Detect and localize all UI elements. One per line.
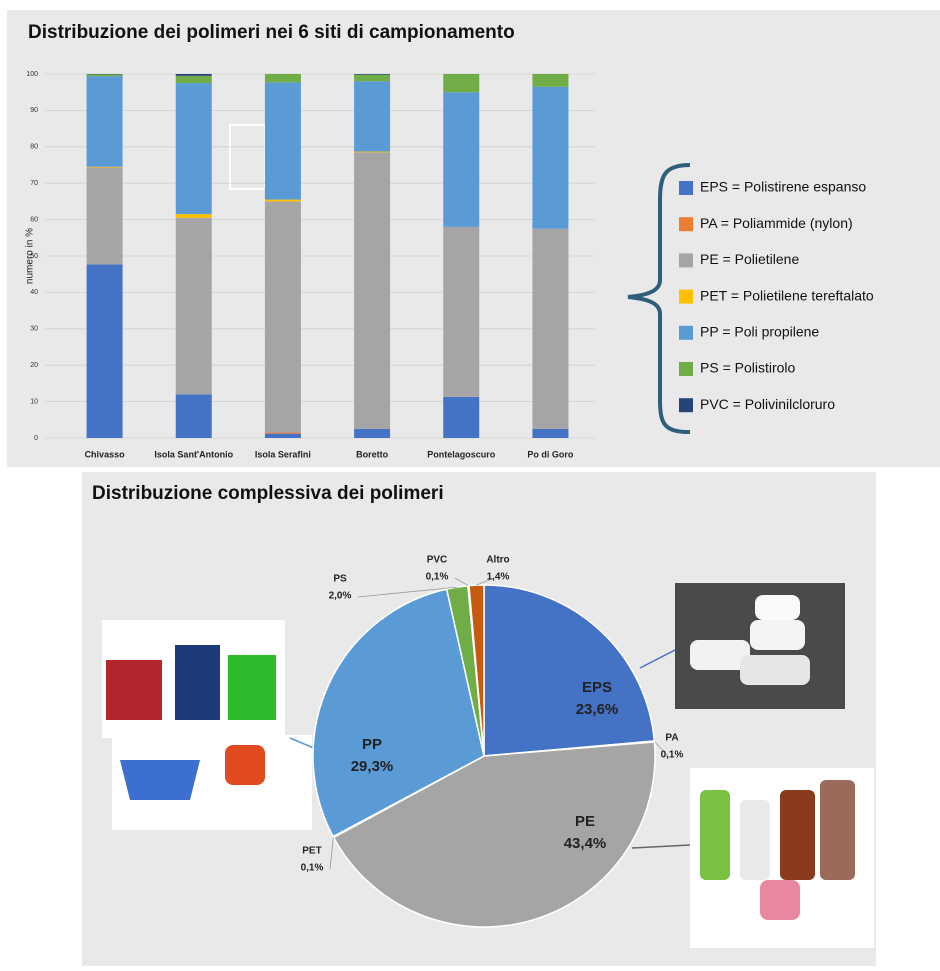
legend-label: PVC = Polivinilcloruro [700, 396, 835, 412]
legend-swatch [679, 398, 693, 412]
slice-name: PP [362, 736, 382, 753]
bar-segment [265, 201, 301, 432]
bar-segment [354, 429, 390, 438]
y-tick-label: 10 [30, 398, 38, 405]
pie-title: Distribuzione complessiva dei polimeri [92, 483, 444, 504]
image-eps [675, 583, 845, 709]
slice-label: 23,6% [576, 701, 619, 718]
slice-name: PVC [427, 555, 448, 566]
slice-label: 2,0% [329, 591, 352, 602]
legend-label: PP = Poli propilene [700, 324, 819, 340]
slice-label: 0,1% [426, 572, 449, 583]
y-tick-label: 60 [30, 216, 38, 223]
bar-segment [176, 394, 212, 438]
slice-name: PET [302, 846, 321, 857]
bar-segment [176, 218, 212, 395]
legend-swatch [679, 326, 693, 340]
bar-segment [87, 74, 123, 76]
bar-segment [176, 76, 212, 83]
bar-segment [87, 76, 123, 167]
y-tick-label: 30 [30, 326, 38, 333]
y-tick-label: 80 [30, 144, 38, 151]
bar-segment [176, 214, 212, 218]
x-tick-label: Boretto [356, 449, 388, 459]
bar-segment [87, 167, 123, 168]
bar-segment [532, 74, 568, 87]
bar-segment [176, 83, 212, 214]
legend-swatch [679, 217, 693, 231]
legend-label: PET = Polietilene tereftalato [700, 287, 874, 303]
bar-segment [354, 74, 390, 75]
bar-segment [265, 434, 301, 438]
bar-segment [265, 200, 301, 202]
bar-segment [354, 75, 390, 82]
bar-segment [532, 229, 568, 429]
image-pp [102, 620, 312, 830]
bar-segment [87, 168, 123, 265]
bar-segment [354, 81, 390, 151]
bar-segment [265, 433, 301, 434]
y-tick-label: 0 [34, 435, 38, 442]
slice-name: PS [333, 574, 347, 585]
bar-segment [443, 74, 479, 92]
legend-swatch [679, 253, 693, 267]
legend-swatch [679, 362, 693, 376]
bar-segment [532, 429, 568, 438]
legend-label: PS = Polistirolo [700, 360, 796, 376]
x-tick-label: Chivasso [85, 449, 126, 459]
bar-segment [443, 92, 479, 227]
image-pe [690, 768, 874, 948]
slice-name: EPS [582, 679, 612, 696]
y-tick-label: 90 [30, 107, 38, 114]
slice-label: 43,4% [564, 835, 607, 852]
x-tick-label: Isola Serafini [255, 449, 311, 459]
bar-segment [265, 82, 301, 199]
x-tick-label: Isola Sant'Antonio [154, 449, 233, 459]
bar-segment [443, 397, 479, 438]
bar-segment [87, 264, 123, 438]
slice-label: 29,3% [351, 758, 394, 775]
slice-label: 0,1% [661, 750, 684, 761]
bar-segment [354, 152, 390, 153]
bar-segment [176, 74, 212, 76]
slice-label: 1,4% [487, 572, 510, 583]
legend-label: PE = Polietilene [700, 251, 799, 267]
x-tick-label: Po di Goro [527, 449, 574, 459]
legend-swatch [679, 181, 693, 195]
y-tick-label: 70 [30, 180, 38, 187]
bar-segment [354, 152, 390, 429]
y-tick-label: 20 [30, 362, 38, 369]
legend-label: PA = Poliammide (nylon) [700, 215, 853, 231]
y-tick-label: 100 [26, 71, 38, 78]
slice-name: PE [575, 813, 595, 830]
slice-name: Altro [486, 555, 509, 566]
y-tick-label: 50 [30, 253, 38, 260]
x-tick-label: Pontelagoscuro [427, 449, 496, 459]
bar-segment [443, 227, 479, 397]
bar-segment [532, 87, 568, 229]
bar-title: Distribuzione dei polimeri nei 6 siti di… [28, 22, 515, 43]
slice-name: PA [665, 733, 678, 744]
y-tick-label: 40 [30, 289, 38, 296]
legend-label: EPS = Polistirene espanso [700, 179, 866, 195]
legend-swatch [679, 290, 693, 304]
bar-segment [265, 74, 301, 82]
slice-label: 0,1% [301, 863, 324, 874]
